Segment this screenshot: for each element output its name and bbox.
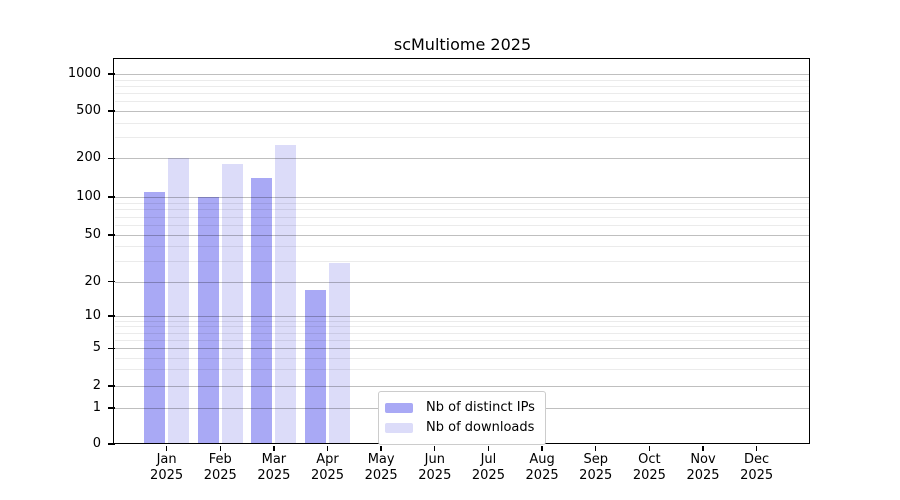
x-tick-label: Mar 2025 [257,452,291,483]
x-tick-label: May 2025 [364,452,398,483]
legend-swatch-downloads [385,422,413,434]
x-tick-label: Jul 2025 [471,452,505,483]
x-tick-mark [702,445,704,451]
x-tick-mark [165,445,168,451]
chart-title: scMultiome 2025 [393,35,532,54]
x-tick-mark [326,445,329,451]
y-tick-label: 10 [84,308,101,323]
x-tick-label: Jan 2025 [150,452,184,483]
legend-label-downloads: Nb of downloads [426,420,535,435]
x-tick-label: Oct 2025 [632,452,666,483]
x-tick-mark [434,445,436,451]
y-tick-label: 500 [76,102,101,118]
x-tick-mark [487,445,490,451]
legend: Nb of distinct IPs Nb of downloads [378,391,546,445]
y-tick-label: 200 [76,150,101,166]
legend-label-distinct-ips: Nb of distinct IPs [426,400,535,415]
legend-item-distinct-ips: Nb of distinct IPs [385,398,535,418]
legend-item-downloads: Nb of downloads [385,418,535,438]
x-tick-mark [273,445,275,451]
x-tick-mark [755,445,758,451]
x-tick-mark [595,445,597,451]
x-tick-mark [541,445,543,451]
y-tick-label: 100 [76,189,101,204]
x-tick-label: Sep 2025 [579,452,613,483]
x-tick-label: Nov 2025 [686,452,720,483]
y-tick-label: 2 [92,378,101,394]
y-tick-label: 0 [92,436,101,451]
x-tick-label: Feb 2025 [203,452,237,483]
x-tick-mark [648,445,651,451]
x-tick-label: Dec 2025 [740,452,774,483]
legend-swatch-distinct-ips [385,402,413,414]
y-tick-label: 1 [92,399,101,415]
plot-frame [113,58,810,444]
y-tick-label: 1000 [67,66,101,82]
x-tick-mark [219,445,221,451]
y-tick-label: 20 [84,273,101,289]
y-tick-label: 5 [92,340,101,356]
x-tick-mark [380,445,382,451]
x-tick-label: Apr 2025 [310,452,345,483]
x-tick-label: Jun 2025 [418,452,452,483]
y-tick-label: 50 [84,226,101,242]
x-tick-label: Aug 2025 [525,452,559,483]
